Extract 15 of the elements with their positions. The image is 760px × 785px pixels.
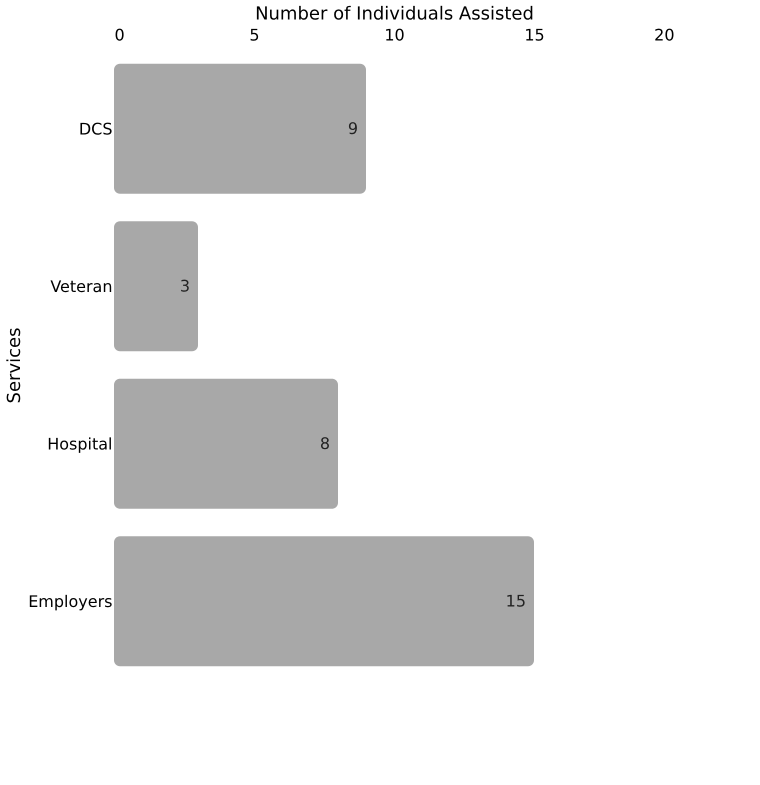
data-label: 3 [180,276,190,296]
data-label: 15 [506,591,526,610]
y-tick-label: Hospital [47,434,112,454]
x-tick-label: 0 [114,26,125,44]
y-tick-label: Employers [28,592,112,611]
y-axis-title: Services [4,328,26,404]
y-tick-label: DCS [78,119,112,138]
x-axis-title: Number of Individuals Assisted [255,4,534,24]
data-label: 8 [320,434,330,453]
x-tick-label: 10 [384,26,405,44]
y-tick-label: Veteran [50,276,112,296]
x-tick-label: 5 [249,26,260,44]
x-tick-label: 15 [524,26,545,44]
data-label: 9 [348,118,358,138]
x-tick-label: 20 [654,26,674,44]
